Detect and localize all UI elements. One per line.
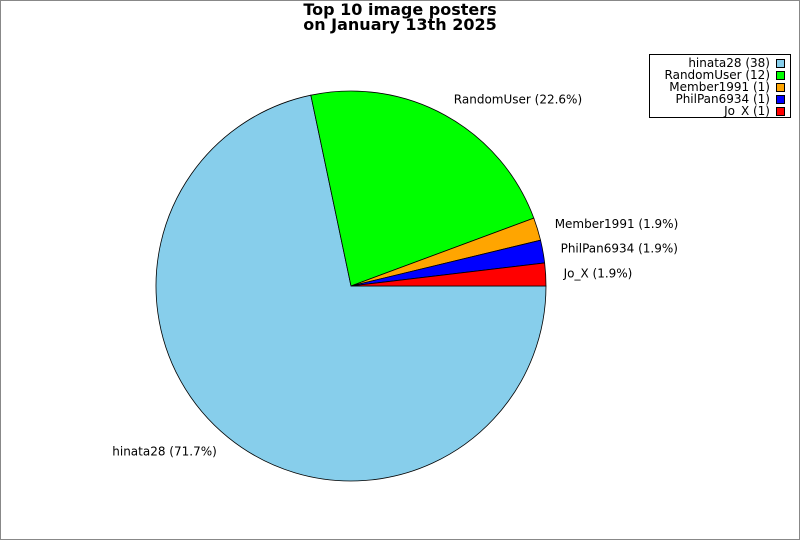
legend-item-hinata28: hinata28 (38) — [650, 57, 785, 69]
pie-slice-jo-x — [350, 262, 547, 287]
slice-label-hinata28: hinata28 (71.7%) — [112, 444, 217, 458]
legend-item-jo-x: Jo_X (1) — [650, 105, 785, 117]
legend-label: hinata28 (38) — [688, 56, 770, 70]
pie-slice-randomuser — [310, 90, 535, 287]
legend-swatch — [776, 106, 785, 116]
pie-slices — [155, 90, 547, 482]
legend-label: PhilPan6934 (1) — [675, 92, 770, 106]
slice-label-jo-x: Jo_X (1.9%) — [563, 266, 633, 280]
slice-label-randomuser: RandomUser (22.6%) — [454, 93, 582, 107]
pie-slice-hinata28 — [155, 94, 547, 482]
slice-label-member1991: Member1991 (1.9%) — [555, 217, 679, 231]
legend-item-randomuser: RandomUser (12) — [650, 69, 785, 81]
pie-slice-labels: hinata28 (71.7%) RandomUser (22.6%) Member… — [112, 93, 678, 459]
slice-label-philpan6934: PhilPan6934 (1.9%) — [561, 241, 678, 255]
chart-title: Top 10 image posters on January 13th 202… — [1, 0, 799, 34]
chart-legend: hinata28 (38) RandomUser (12) Member1991 (… — [649, 54, 791, 118]
legend-label: RandomUser (12) — [664, 68, 770, 82]
legend-label: Member1991 (1) — [669, 80, 770, 94]
legend-item-philpan6934: PhilPan6934 (1) — [650, 93, 785, 105]
legend-swatch — [776, 70, 785, 80]
legend-swatch — [776, 94, 785, 104]
legend-item-member1991: Member1991 (1) — [650, 81, 785, 93]
legend-label: Jo_X (1) — [724, 104, 770, 118]
chart-title-line-1: Top 10 image posters — [303, 0, 497, 19]
legend-swatch — [776, 58, 785, 68]
chart-title-line-2: on January 13th 2025 — [303, 15, 497, 34]
legend-swatch — [776, 82, 785, 92]
